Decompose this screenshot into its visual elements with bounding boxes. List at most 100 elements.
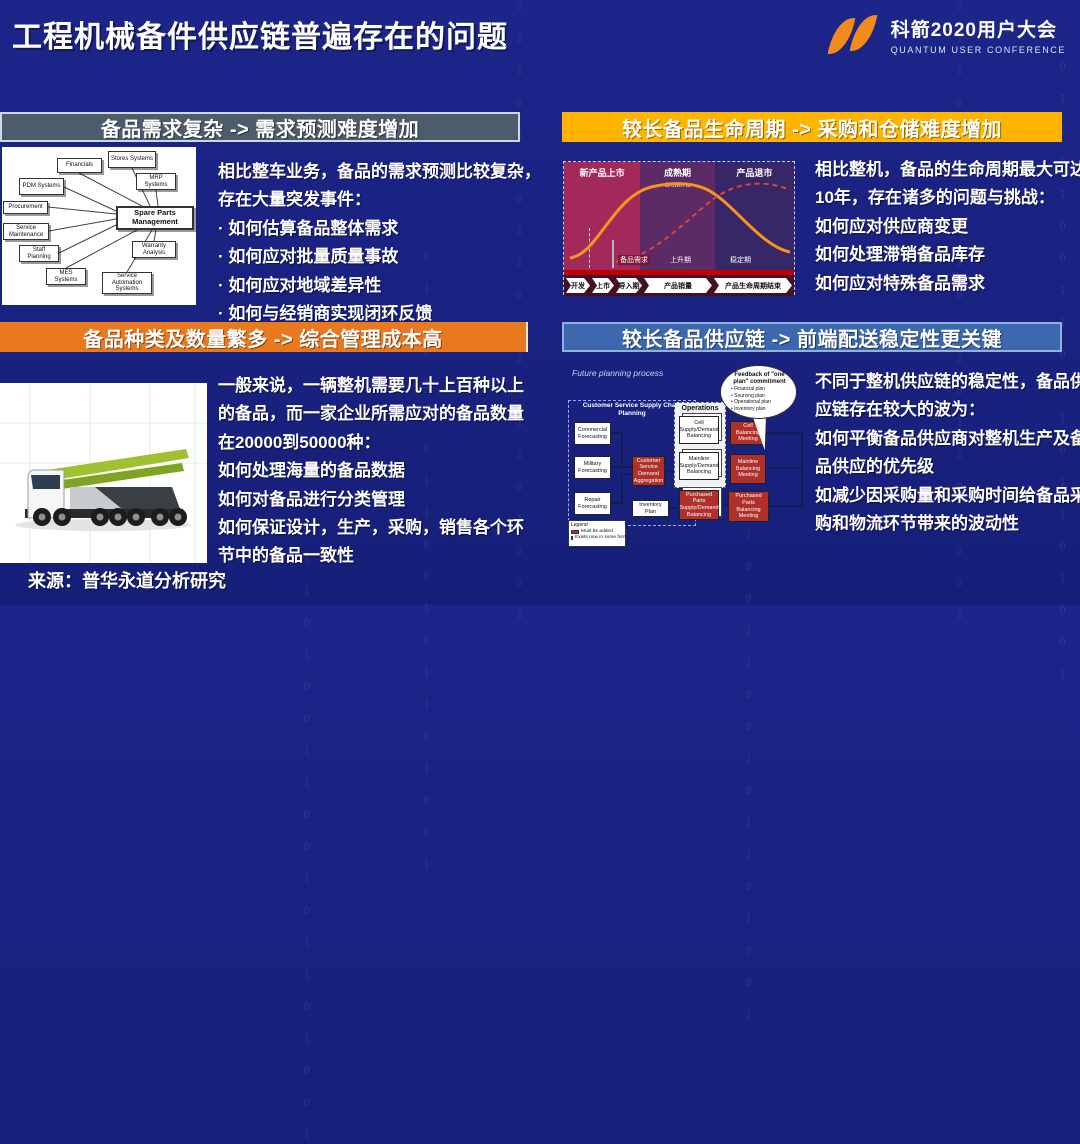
diagram-box-procurement: Procurement — [3, 201, 48, 214]
box-military-forecasting: Military Forecasting — [574, 456, 611, 479]
q4-line: 不同于整机供应链的稳定性，备品供 — [815, 372, 1080, 391]
legend-label: Exists now in some form — [575, 535, 627, 540]
phase-label: 成熟期 — [664, 168, 692, 178]
diagram-box-mrp: MRP Systems — [136, 173, 176, 190]
q4-line: 如减少因采购量和采购时间给备品采 — [815, 485, 1080, 505]
phase-label: 新产品上市 — [579, 168, 625, 178]
header-supply-chain: 较长备品供应链 -> 前端配送稳定性更关键 — [562, 322, 1062, 352]
q1-bullet: · 如何应对地域差异性 — [218, 275, 382, 295]
page-title: 工程机械备件供应链普遍存在的问题 — [12, 21, 508, 54]
bubble-item: • Sourcing plan — [731, 392, 765, 399]
bubble-item: • Inventory plan — [731, 405, 766, 412]
box-inventory-plan: Inventory Plan — [632, 500, 669, 517]
diagram-box-stores: Stores Systems — [108, 151, 156, 168]
timeline-arrow-develop: 开发 — [566, 278, 590, 293]
quantum-logo-icon — [827, 11, 881, 58]
q3-line: 如何对备品进行分类管理 — [218, 489, 405, 509]
q4-line: 品供应的优先级 — [815, 457, 934, 477]
q1-text-block: 相比整车业务，备品的需求预测比较复杂， 存在大量突发事件： · 如何估算备品整体… — [218, 158, 548, 328]
legend-swatch-white — [571, 535, 573, 540]
q2-line: 如何应对供应商变更 — [815, 216, 968, 236]
bubble-item: • Operational plan — [731, 399, 771, 406]
timeline-arrow-sales: 产品销量 — [644, 278, 712, 293]
lifecycle-band-exit: 产品退市 — [714, 162, 795, 270]
legend-title: Legend — [571, 522, 588, 528]
header-demand-complexity: 备品需求复杂 -> 需求预测难度增加 — [0, 112, 520, 142]
q3-line: 的备品，而一家企业所需应对的备品数量 — [218, 404, 524, 424]
dashed-curve — [615, 182, 791, 263]
diagram-box-staff-planning: Staff Planning — [19, 245, 59, 262]
q1-line: 存在大量突发事件： — [218, 190, 371, 210]
q3-line: 如何处理海量的备品数据 — [218, 461, 405, 481]
q2-text-block: 相比整机，备品的生命周期最大可达 10年，存在诸多的问题与挑战： 如何应对供应商… — [815, 156, 1080, 298]
curve-label-demand: 备品需求 — [618, 255, 650, 265]
curve-label-stable: 稳定期 — [730, 257, 751, 264]
timeline-arrow-intro: 导入期 — [616, 278, 642, 293]
box-cell-meeting: Cell Balancing Meeting — [730, 421, 766, 445]
lifecycle-band-maturity: 成熟期 Growth to — [640, 162, 715, 270]
box-commercial-forecasting: Commercial Forecasting — [574, 422, 611, 445]
spare-parts-diagram: Financials Stores Systems PDM Systems MR… — [2, 147, 196, 305]
truck-image — [0, 383, 207, 563]
lifecycle-band-launch: 新产品上市 — [564, 162, 641, 270]
q3-line: 在20000到50000种： — [218, 432, 381, 452]
box-mainline-balancing: Mainline Supply/Demand Balancing — [679, 452, 719, 480]
planning-diagram: Future planning process Customer Service… — [560, 360, 810, 548]
feedback-bubble: Feedback of "one plan" commitment • Fina… — [720, 365, 797, 419]
q3-line: 如何保证设计，生产，采购，销售各个环 — [218, 518, 524, 538]
q4-line: 如何平衡备品供应商对整机生产及备 — [815, 428, 1080, 448]
header-variety: 备品种类及数量繁多 -> 综合管理成本高 — [0, 322, 528, 352]
brand-name: 科箭2020用户大会 — [890, 20, 1057, 41]
q3-line: 节中的备品一致性 — [218, 546, 354, 566]
planning-title: Future planning process — [572, 368, 664, 378]
q2-line: 10年，存在诸多的问题与挑战： — [815, 188, 1055, 208]
diagram-box-warranty: Warranty Analysis — [132, 241, 176, 258]
legend-box: Legend Must be added Exists now in some … — [568, 520, 627, 547]
timeline-red-bar — [564, 270, 794, 275]
q1-line: 相比整车业务，备品的需求预测比较复杂， — [218, 162, 541, 181]
q2-line: 如何处理滞销备品库存 — [815, 245, 985, 265]
legend-swatch-red — [571, 529, 579, 534]
brand-subtitle: QUANTUM USER CONFERENCE — [890, 45, 1066, 55]
box-repair-forecasting: Repair Forecasting — [574, 492, 611, 515]
box-mainline-meeting: Mainline Balancing Meeting — [730, 454, 766, 484]
legend-label: Must be added — [581, 529, 613, 534]
diagram-box-mes: MES Systems — [46, 268, 86, 285]
source-note: 来源：普华永道分析研究 — [28, 571, 226, 591]
diagram-box-financials: Financials — [57, 158, 102, 173]
timeline-arrow-eol: 产品生命周期结束 — [714, 278, 792, 293]
q4-line: 购和物流环节带来的波动性 — [815, 514, 1019, 534]
lifecycle-chart: 新产品上市 成熟期 Growth to 产品退市 备品需求 上升期 稳定期 开发… — [563, 161, 795, 296]
bubble-item: • Financial plan — [731, 386, 765, 393]
timeline-strip: 开发 上市 导入期 产品销量 产品生命周期结束 — [564, 275, 794, 296]
q4-text-block: 不同于整机供应链的稳定性，备品供 应链存在较大的波为： 如何平衡备品供应商对整机… — [815, 368, 1080, 538]
growth-label: Growth to — [664, 183, 691, 189]
header-lifecycle: 较长备品生命周期 -> 采购和仓储难度增加 — [562, 112, 1062, 142]
q2-line: 相比整机，备品的生命周期最大可达 — [815, 160, 1080, 179]
connector-lines — [47, 167, 159, 273]
q2-line: 如何应对特殊备品需求 — [815, 273, 985, 293]
box-purchased-balancing: Purchased Parts Supply/Demand Balancing — [679, 490, 719, 520]
q4-line: 应链存在较大的波为： — [815, 400, 985, 420]
diagram-box-service-maintenance: Service Maintenance — [3, 223, 49, 240]
bubble-title: Feedback of "one plan" commitment — [733, 372, 786, 386]
curve-label-rise: 上升期 — [670, 257, 691, 264]
q1-bullet: · 如何应对批量质量事故 — [218, 247, 399, 267]
diagram-box-spare-parts-management: Spare Parts Management — [116, 206, 194, 230]
box-cell-balancing: Cell Supply/Demand Balancing — [679, 416, 719, 444]
box-demand-aggregation: Customer Service Demand Aggregation — [632, 456, 665, 486]
lifecycle-curves — [569, 182, 791, 263]
diagram-box-service-automation: Service Automation Systems — [102, 272, 152, 294]
planning-group-label: Customer Service Supply Chain Planning — [582, 402, 682, 417]
q3-text-block: 一般来说，一辆整机需要几十上百种以上 的备品，而一家企业所需应对的备品数量 在2… — [218, 372, 553, 571]
q1-bullet: · 如何与经销商实现闭环反馈 — [218, 304, 433, 324]
box-purchased-meeting: Purchased Parts Balancing Meeting — [728, 491, 769, 522]
brand-logo: 科箭2020用户大会 QUANTUM USER CONFERENCE — [827, 11, 1066, 58]
milestone-line — [612, 240, 614, 268]
solid-curve — [569, 182, 791, 260]
q1-bullet: · 如何估算备品整体需求 — [218, 218, 399, 238]
operations-label: Operations — [681, 405, 719, 412]
diagram-box-pdm: PDM Systems — [19, 178, 64, 195]
q3-line: 一般来说，一辆整机需要几十上百种以上 — [218, 376, 524, 395]
pump-truck-illustration — [0, 383, 207, 563]
